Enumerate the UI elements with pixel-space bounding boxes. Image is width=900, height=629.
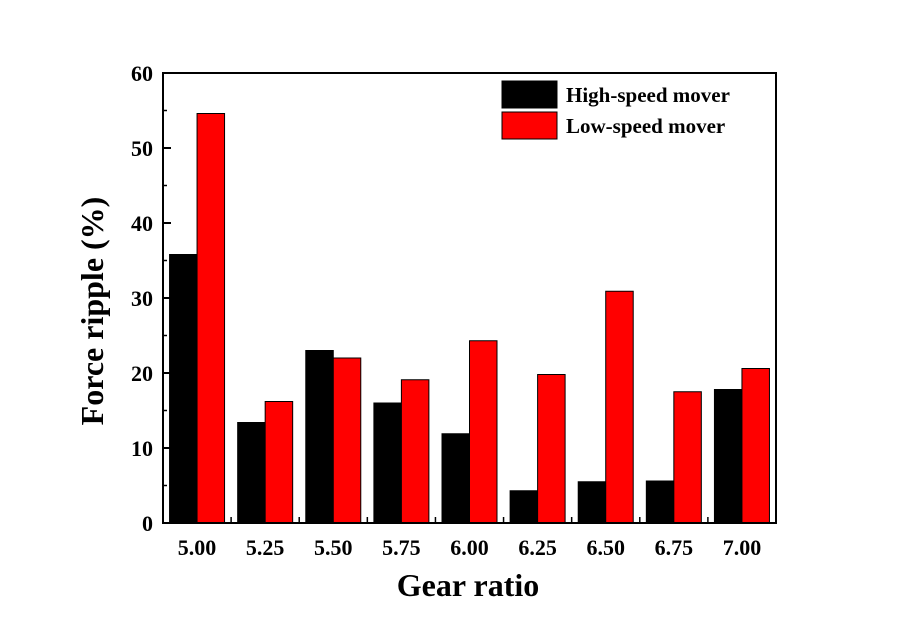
bar-high-speed-5.00 xyxy=(169,254,198,524)
bar-low-speed-5.75 xyxy=(400,379,430,524)
bar-high-speed-5.25 xyxy=(237,422,266,524)
y-tick-label: 40 xyxy=(131,211,153,236)
bar-low-speed-5.50 xyxy=(332,357,362,524)
bar-high-speed-7.00 xyxy=(713,389,743,524)
bars-group xyxy=(169,113,770,524)
bar-high-speed-6.25 xyxy=(509,490,539,524)
legend-label-high-speed: High-speed mover xyxy=(566,83,730,107)
bar-high-speed-6.00 xyxy=(441,433,470,524)
x-tick-label: 5.75 xyxy=(382,535,421,560)
x-tick-label: 5.00 xyxy=(178,535,217,560)
bar-low-speed-5.00 xyxy=(196,113,226,524)
y-tick-label: 50 xyxy=(131,136,153,161)
y-tick-label: 0 xyxy=(142,511,153,536)
y-tick-label: 30 xyxy=(131,286,153,311)
bar-low-speed-6.50 xyxy=(605,290,634,524)
bar-high-speed-6.75 xyxy=(645,480,675,524)
legend-swatch-low-speed xyxy=(501,111,558,140)
x-tick-label: 5.25 xyxy=(246,535,285,560)
bar-low-speed-5.25 xyxy=(264,401,294,524)
x-axis-ticks: 5.00 5.25 5.50 5.75 6.00 6.25 6.50 6.75 7.00 xyxy=(162,517,777,560)
y-tick-label: 20 xyxy=(131,361,153,386)
bar-low-speed-6.75 xyxy=(673,391,702,524)
bar-low-speed-6.00 xyxy=(469,340,498,524)
x-tick-label: 6.75 xyxy=(655,535,694,560)
legend: High-speed mover Low-speed mover xyxy=(501,80,730,140)
bar-low-speed-6.25 xyxy=(537,374,566,524)
legend-label-low-speed: Low-speed mover xyxy=(566,114,725,138)
x-tick-label: 6.00 xyxy=(450,535,489,560)
bar-high-speed-6.50 xyxy=(577,481,607,524)
x-tick-label: 5.50 xyxy=(314,535,353,560)
bar-high-speed-5.50 xyxy=(305,350,334,524)
y-tick-label: 10 xyxy=(131,436,153,461)
x-tick-label: 6.50 xyxy=(586,535,625,560)
bar-high-speed-5.75 xyxy=(373,402,402,524)
x-axis-title: Gear ratio xyxy=(397,567,539,603)
y-axis-ticks: 0 10 20 30 40 50 60 xyxy=(131,61,171,536)
bar-low-speed-7.00 xyxy=(741,368,770,524)
x-tick-label: 7.00 xyxy=(723,535,762,560)
legend-swatch-high-speed xyxy=(501,80,558,109)
x-tick-label: 6.25 xyxy=(518,535,557,560)
y-tick-label: 60 xyxy=(131,61,153,86)
y-axis-title: Force ripple (%) xyxy=(74,197,110,426)
